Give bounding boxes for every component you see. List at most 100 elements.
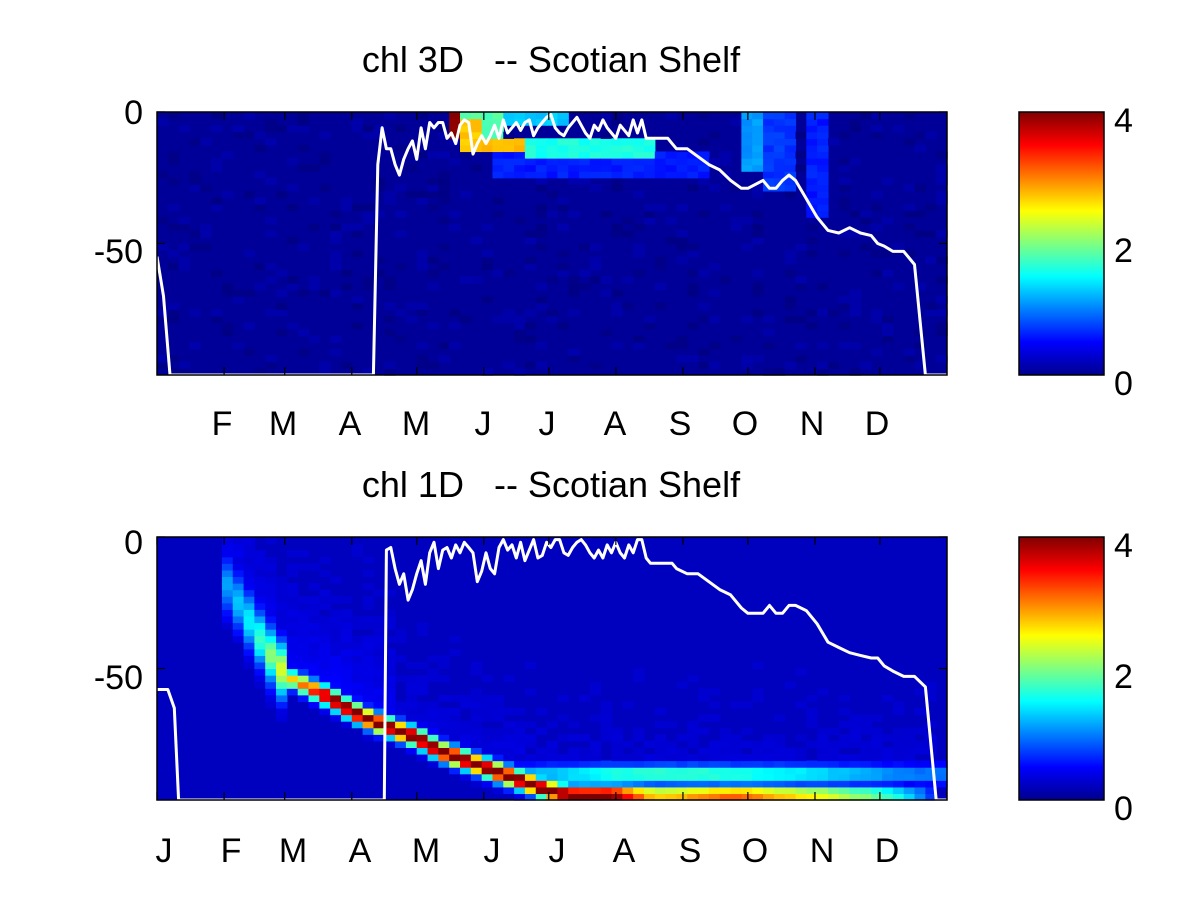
heatmap-cell [178,125,191,133]
heatmap-cell [665,236,678,245]
heatmap-cell [698,793,710,801]
heatmap-cell [362,642,375,650]
heatmap-cell [308,681,320,689]
y-tick-label-0: 0 [124,94,143,132]
heatmap-cell [243,629,255,637]
heatmap-cell [286,688,299,696]
heatmap-cell [752,793,764,801]
heatmap-cell [882,786,894,795]
heatmap-cell [665,760,678,768]
heatmap-cell [838,773,851,781]
heatmap-cell [773,740,786,748]
heatmap-cell [817,171,829,179]
heatmap-cell [243,289,255,297]
heatmap-cell [579,243,591,251]
heatmap-cell [351,721,364,729]
heatmap-cell [362,615,375,624]
heatmap-cell [817,197,829,205]
heatmap-cell [460,144,472,153]
heatmap-cell [449,714,461,722]
heatmap-cell [395,335,407,343]
heatmap-cell [752,164,764,172]
heatmap-cell [308,276,320,284]
heatmap-cell [882,760,894,768]
heatmap-plot-area [156,536,948,802]
heatmap-cell [167,204,180,212]
heatmap-cell [773,112,786,120]
heatmap-cell [752,236,764,245]
heatmap-cell [741,753,753,762]
heatmap-cell [546,144,559,153]
x-tick-label-m: M [402,405,430,443]
heatmap-cell [211,164,223,172]
heatmap-cell [308,622,320,630]
heatmap-cell [589,361,602,370]
heatmap-cell [276,615,288,624]
heatmap-cell [698,727,710,735]
heatmap-cell [395,655,407,663]
heatmap-cell [416,714,429,722]
heatmap-cell [308,668,320,676]
heatmap-cell [330,655,342,663]
heatmap-cell [589,243,602,251]
heatmap-cell [817,204,829,212]
heatmap-cell [416,302,429,310]
heatmap-cell [687,780,699,788]
heatmap-cell [243,661,255,670]
heatmap-cell [925,204,937,212]
heatmap-cell [481,773,494,781]
heatmap-cell [438,217,450,225]
x-tick-label-d: D [875,832,900,870]
heatmap-cell [449,734,461,742]
heatmap-cell [232,556,245,564]
heatmap-cell [665,747,678,755]
heatmap-cell [936,309,948,317]
heatmap-cell [817,368,829,376]
heatmap-cell [600,760,613,768]
heatmap-cell [643,217,656,225]
heatmap-cell [395,701,407,709]
heatmap-cell [276,694,288,702]
heatmap-cell [384,589,396,597]
heatmap-cell [600,721,613,729]
heatmap-cell [276,629,288,637]
heatmap-cell [449,747,461,755]
heatmap-cell [763,164,775,172]
heatmap-cell [752,773,764,781]
heatmap-cell [600,171,613,179]
heatmap-cell [167,151,180,159]
heatmap-cell [254,668,266,676]
heatmap-cell [730,753,742,762]
heatmap-cell [492,780,504,788]
heatmap-cell [265,675,277,683]
heatmap-cell [286,204,299,212]
heatmap-cell [276,309,288,317]
heatmap-cell [373,635,385,643]
heatmap-cell [611,753,623,762]
heatmap-cell [157,315,169,323]
heatmap-cell [622,753,634,762]
heatmap-cell [416,622,429,630]
heatmap-cell [438,734,450,742]
heatmap-cell [860,793,872,801]
heatmap-cell [708,701,721,709]
heatmap-cell [524,151,537,159]
heatmap-cell [232,342,245,350]
heatmap-cell [254,602,266,610]
heatmap-cell [189,309,201,317]
heatmap-cell [817,688,829,696]
heatmap-cell [892,125,905,133]
heatmap-cell [708,753,721,762]
heatmap-cell [481,753,494,762]
heatmap-cell [795,734,807,742]
heatmap-cell [189,243,201,251]
y-tick-label-minus-50: -50 [94,659,143,697]
heatmap-cell [351,648,364,656]
heatmap-cell [925,256,937,264]
heatmap-cell [892,734,905,742]
heatmap-cell [232,589,245,597]
heatmap-cell [449,112,461,120]
heatmap-cell [524,773,537,781]
heatmap-cell [892,747,905,755]
heatmap-cell [589,714,602,722]
